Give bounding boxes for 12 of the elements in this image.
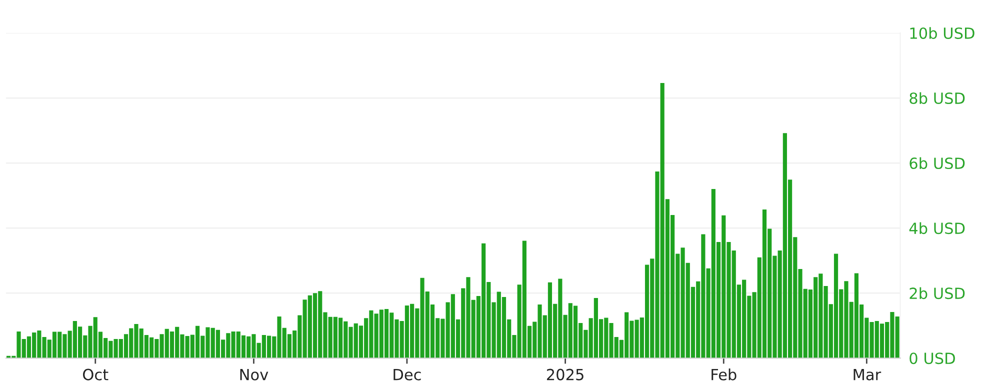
x-tick-label: Dec <box>394 369 421 380</box>
x-tick-label: Feb <box>712 368 736 380</box>
x-tick-label: Nov <box>240 369 268 380</box>
y-tick-label: 4b USD <box>909 222 965 234</box>
y-tick-label: 0 USD <box>910 352 955 364</box>
x-tick-label: 2025 <box>546 368 584 380</box>
y-tick-label: 8b USD <box>910 92 965 104</box>
y-tick-label: 10b USD <box>910 27 974 39</box>
x-tick-label: Mar <box>854 369 882 380</box>
y-tick-label: 2b USD <box>910 287 965 300</box>
y-tick-label: 6b USD <box>910 157 965 170</box>
x-tick-label: Oct <box>83 368 108 380</box>
